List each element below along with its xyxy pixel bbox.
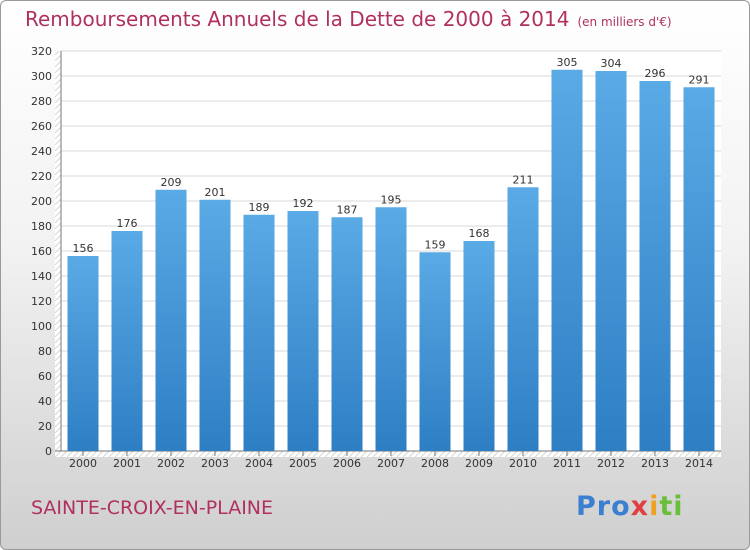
y-tick-label: 180 xyxy=(31,220,52,233)
data-label: 156 xyxy=(73,242,94,255)
x-tick-label: 2010 xyxy=(509,457,537,470)
bar xyxy=(419,252,451,451)
data-label: 201 xyxy=(205,186,226,199)
chart-title: Remboursements Annuels de la Dette de 20… xyxy=(25,7,672,31)
x-tick-label: 2008 xyxy=(421,457,449,470)
data-label: 192 xyxy=(293,197,314,210)
data-label: 189 xyxy=(249,201,270,214)
data-label: 168 xyxy=(469,227,490,240)
x-tick-label: 2007 xyxy=(377,457,405,470)
x-tick-label: 2003 xyxy=(201,457,229,470)
x-tick-label: 2011 xyxy=(553,457,581,470)
bar xyxy=(67,256,99,451)
y-tick-label: 220 xyxy=(31,170,52,183)
bar xyxy=(331,217,363,451)
y-tick-label: 300 xyxy=(31,70,52,83)
y-tick-label: 200 xyxy=(31,195,52,208)
y-tick-label: 240 xyxy=(31,145,52,158)
x-tick-label: 2006 xyxy=(333,457,361,470)
chart-unit-label: (en milliers d'€) xyxy=(577,15,672,29)
bar xyxy=(683,87,715,451)
x-tick-label: 2014 xyxy=(685,457,713,470)
y-tick-label: 80 xyxy=(38,345,52,358)
x-tick-label: 2005 xyxy=(289,457,317,470)
data-label: 195 xyxy=(381,193,402,206)
x-tick-label: 2000 xyxy=(69,457,97,470)
bar xyxy=(155,189,187,451)
commune-name: SAINTE-CROIX-EN-PLAINE xyxy=(31,497,274,519)
y-tick-label: 0 xyxy=(45,445,52,458)
y-tick-label: 20 xyxy=(38,420,52,433)
x-tick-label: 2012 xyxy=(597,457,625,470)
x-tick-label: 2013 xyxy=(641,457,669,470)
proxiti-logo: Proxiti xyxy=(576,491,684,522)
data-label: 305 xyxy=(557,56,578,69)
data-label: 296 xyxy=(645,67,666,80)
data-label: 304 xyxy=(601,57,622,70)
bar xyxy=(463,241,495,451)
y-tick-label: 320 xyxy=(31,45,52,58)
data-label: 211 xyxy=(513,173,534,186)
y-tick-label: 160 xyxy=(31,245,52,258)
y-tick-label: 280 xyxy=(31,95,52,108)
x-tick-label: 2002 xyxy=(157,457,185,470)
x-tick-label: 2001 xyxy=(113,457,141,470)
data-label: 187 xyxy=(337,203,358,216)
data-label: 209 xyxy=(161,176,182,189)
bar xyxy=(287,211,319,451)
x-tick-label: 2009 xyxy=(465,457,493,470)
y-tick-label: 140 xyxy=(31,270,52,283)
bar xyxy=(199,199,231,451)
y-tick-label: 40 xyxy=(38,395,52,408)
data-label: 159 xyxy=(425,238,446,251)
data-label: 176 xyxy=(117,217,138,230)
bar xyxy=(551,69,583,451)
bar xyxy=(243,214,275,451)
y-tick-label: 260 xyxy=(31,120,52,133)
plot-left-strip xyxy=(55,51,61,451)
y-tick-label: 120 xyxy=(31,295,52,308)
bar xyxy=(507,187,539,451)
bar xyxy=(375,207,407,451)
y-tick-label: 100 xyxy=(31,320,52,333)
bar xyxy=(111,231,143,451)
x-tick-label: 2004 xyxy=(245,457,273,470)
plot-bottom-strip xyxy=(55,451,721,457)
chart-title-text: Remboursements Annuels de la Dette de 20… xyxy=(25,7,570,31)
bar xyxy=(639,81,671,451)
data-label: 291 xyxy=(689,73,710,86)
y-tick-label: 60 xyxy=(38,370,52,383)
bar xyxy=(595,71,627,451)
